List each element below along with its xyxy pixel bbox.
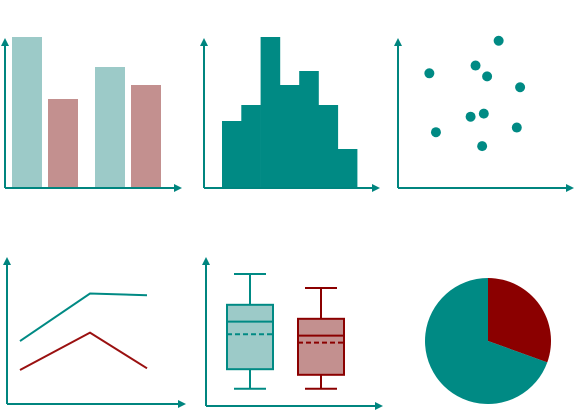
pie-slice-1 [425,278,548,404]
histogram-bin-1 [222,121,242,187]
histogram-bin-2 [241,105,261,187]
x-axis-arrow-2 [372,184,380,192]
scatter-point-7 [493,35,504,46]
line-series-2 [19,331,148,371]
y-axis-arrow-4 [3,257,11,265]
histogram-bin-4 [279,85,300,187]
scatter-point-10 [515,82,526,93]
scatter-point-5 [482,71,493,82]
pie-slice-2 [488,277,552,363]
histogram-bin-3 [260,37,281,187]
scatter-point-6 [478,108,489,119]
line-series-1 [19,292,148,342]
scatter-point-9 [511,122,522,133]
scatter-point-8 [477,141,488,152]
y-axis-arrow-2 [200,38,208,46]
histogram-bin-6 [318,105,339,187]
scatter-point-3 [465,111,476,122]
x-axis-arrow-4 [178,400,186,408]
scatter-point-2 [430,127,441,138]
histogram-bin-5 [299,71,319,187]
y-axis-arrow-3 [394,38,402,46]
scatter-point-4 [470,60,481,71]
bar-B-series-2 [131,85,161,187]
box-2 [297,317,345,376]
boxplot-2 [297,287,345,390]
boxplot-1 [226,273,274,390]
y-axis-arrow-1 [1,38,9,46]
bar-A-series-1 [12,37,42,187]
y-axis-arrow-5 [202,257,210,265]
box-1 [226,303,274,371]
scatter-point-1 [424,68,435,79]
bar-A-series-2 [48,99,78,187]
x-axis-arrow-5 [375,402,383,410]
histogram-bin-7 [337,149,358,187]
x-axis-arrow-3 [566,184,574,192]
bar-B-series-1 [95,67,125,187]
x-axis-arrow-1 [174,184,182,192]
